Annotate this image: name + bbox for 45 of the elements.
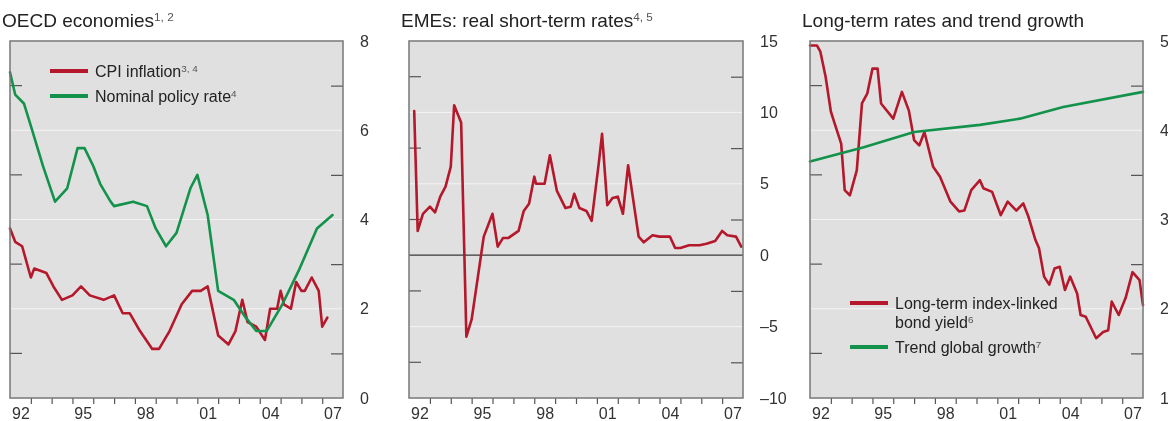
y-tick-label: 6	[360, 121, 369, 139]
y-tick-label: 1	[1160, 389, 1168, 407]
y-tick-label: 2	[360, 300, 369, 318]
x-tick-label: 92	[411, 405, 429, 421]
line-series	[8, 227, 329, 351]
x-tick-label: 01	[598, 405, 617, 421]
line-series	[808, 90, 1145, 163]
y-tick-label: 0	[360, 389, 369, 407]
chart-title: Long-term rates and trend growth	[802, 10, 1084, 31]
legend-label: Nominal policy rate$^{4}$	[95, 87, 238, 105]
y-tick-label: –5	[760, 318, 778, 336]
y-tick-label: 5	[760, 175, 769, 193]
x-tick-label: 98	[136, 405, 155, 421]
x-tick-label: 95	[874, 405, 893, 421]
legend-label: Trend global growth$^{7}$	[895, 338, 1042, 356]
y-tick-label: 15	[760, 32, 778, 50]
x-tick-label: 95	[74, 405, 93, 421]
y-tick-label: 4	[1160, 121, 1168, 139]
x-tick-label: 04	[661, 405, 680, 421]
y-tick-label: 0	[760, 246, 769, 264]
y-tick-label: –10	[760, 389, 787, 407]
y-tick-label: 10	[760, 104, 778, 122]
x-tick-label: 04	[1061, 405, 1080, 421]
x-tick-label: 07	[724, 405, 742, 421]
x-tick-label: 95	[473, 405, 492, 421]
line-series	[412, 103, 743, 338]
x-tick-label: 07	[1124, 405, 1143, 421]
x-tick-label: 98	[936, 405, 955, 421]
y-tick-label: 2	[1160, 300, 1168, 318]
x-tick-label: 92	[11, 405, 30, 421]
legend-label: Long-term index-linked bond yield$^{6}$	[895, 295, 1058, 331]
chart-title: EMEs: real short-term rates$^{4, 5}$	[401, 9, 654, 31]
chart-title: OECD economies$^{1, 2}$	[2, 9, 174, 31]
x-tick-label: 92	[811, 405, 830, 421]
y-tick-label: 5	[1160, 32, 1168, 50]
y-tick-label: 4	[360, 211, 369, 229]
x-tick-label: 98	[536, 405, 555, 421]
x-tick-label: 01	[999, 405, 1018, 421]
x-tick-label: 04	[261, 405, 280, 421]
x-tick-label: 07	[324, 405, 343, 421]
x-tick-label: 01	[199, 405, 218, 421]
y-tick-label: 3	[1160, 211, 1168, 229]
y-tick-label: 8	[360, 32, 369, 50]
legend-label: CPI inflation$^{3, 4}$	[95, 62, 199, 80]
line-series	[808, 44, 1145, 340]
